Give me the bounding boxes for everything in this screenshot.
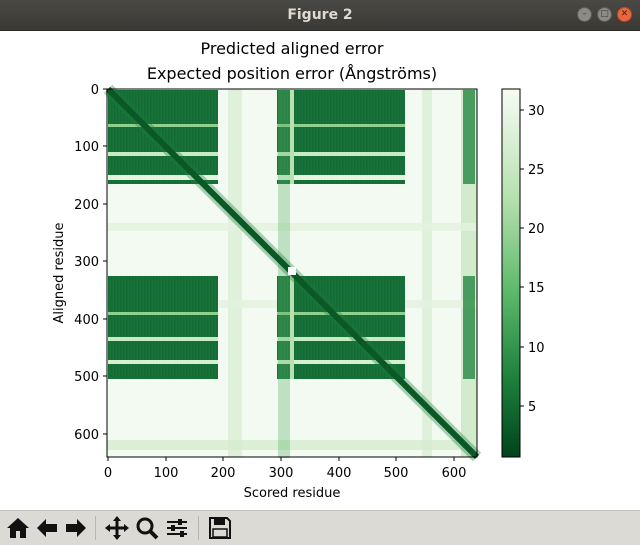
y-tick-label: 200 bbox=[74, 198, 99, 213]
forward-arrow-icon bbox=[66, 519, 86, 537]
plot-frame bbox=[106, 88, 478, 458]
y-axis-label: Aligned residue bbox=[52, 223, 67, 324]
zoom-icon bbox=[136, 517, 159, 540]
home-icon bbox=[7, 518, 29, 538]
x-tick-label: 400 bbox=[327, 466, 352, 481]
window-titlebar: Figure 2 – □ ✕ bbox=[0, 0, 640, 31]
x-tick-label: 200 bbox=[211, 466, 236, 481]
colorbar: 5 10 15 20 25 30 bbox=[501, 88, 545, 458]
pan-icon bbox=[105, 516, 129, 540]
pae-heatmap-figure: Predicted aligned error Expected positio… bbox=[52, 39, 545, 501]
colorbar-tick-label: 5 bbox=[528, 400, 536, 415]
domain-block-bottom-left bbox=[108, 276, 218, 379]
x-tick-label: 500 bbox=[384, 466, 409, 481]
toolbar-separator bbox=[198, 516, 199, 540]
y-tick-label: 100 bbox=[74, 140, 99, 155]
colorbar-tick-label: 10 bbox=[528, 341, 545, 356]
x-axis-label: Scored residue bbox=[244, 486, 341, 501]
chart-title: Predicted aligned error bbox=[200, 39, 383, 58]
forward-button[interactable] bbox=[63, 515, 89, 541]
configure-subplots-icon bbox=[167, 519, 187, 537]
x-tick-label: 100 bbox=[154, 466, 179, 481]
maximize-button[interactable]: □ bbox=[597, 7, 612, 22]
save-icon bbox=[209, 517, 231, 539]
zoom-button[interactable] bbox=[134, 515, 160, 541]
figure-canvas[interactable]: Predicted aligned error Expected positio… bbox=[0, 31, 640, 510]
toolbar-separator bbox=[95, 516, 96, 540]
y-tick-label: 500 bbox=[74, 370, 99, 385]
window-title: Figure 2 bbox=[287, 7, 353, 23]
minimize-button[interactable]: – bbox=[577, 7, 592, 22]
y-tick-label: 300 bbox=[74, 255, 99, 270]
heatmap-plot-area bbox=[103, 84, 482, 462]
colorbar-tick-label: 20 bbox=[528, 222, 545, 237]
save-button[interactable] bbox=[207, 515, 233, 541]
close-button[interactable]: ✕ bbox=[617, 7, 632, 22]
colorbar-tick-label: 25 bbox=[528, 163, 545, 178]
x-tick-label: 600 bbox=[442, 466, 467, 481]
y-tick-label: 600 bbox=[74, 428, 99, 443]
x-tick-label: 0 bbox=[104, 466, 112, 481]
x-axis: 0 100 200 300 400 500 600 Scored residue bbox=[104, 457, 467, 501]
colorbar-tick-label: 15 bbox=[528, 281, 545, 296]
pan-button[interactable] bbox=[104, 515, 130, 541]
domain-block-top-right bbox=[277, 90, 405, 184]
x-tick-label: 300 bbox=[269, 466, 294, 481]
home-button[interactable] bbox=[5, 515, 31, 541]
y-tick-label: 400 bbox=[74, 313, 99, 328]
back-arrow-icon bbox=[37, 519, 57, 537]
y-axis: 0 100 200 300 400 500 600 Aligned residu… bbox=[52, 83, 107, 443]
navigation-toolbar bbox=[0, 510, 640, 545]
configure-subplots-button[interactable] bbox=[164, 515, 190, 541]
y-tick-label: 0 bbox=[91, 83, 99, 98]
back-button[interactable] bbox=[34, 515, 60, 541]
colorbar-tick-label: 30 bbox=[528, 104, 545, 119]
chart-subtitle: Expected position error (Ångströms) bbox=[147, 64, 437, 83]
colorbar-gradient bbox=[501, 88, 521, 458]
